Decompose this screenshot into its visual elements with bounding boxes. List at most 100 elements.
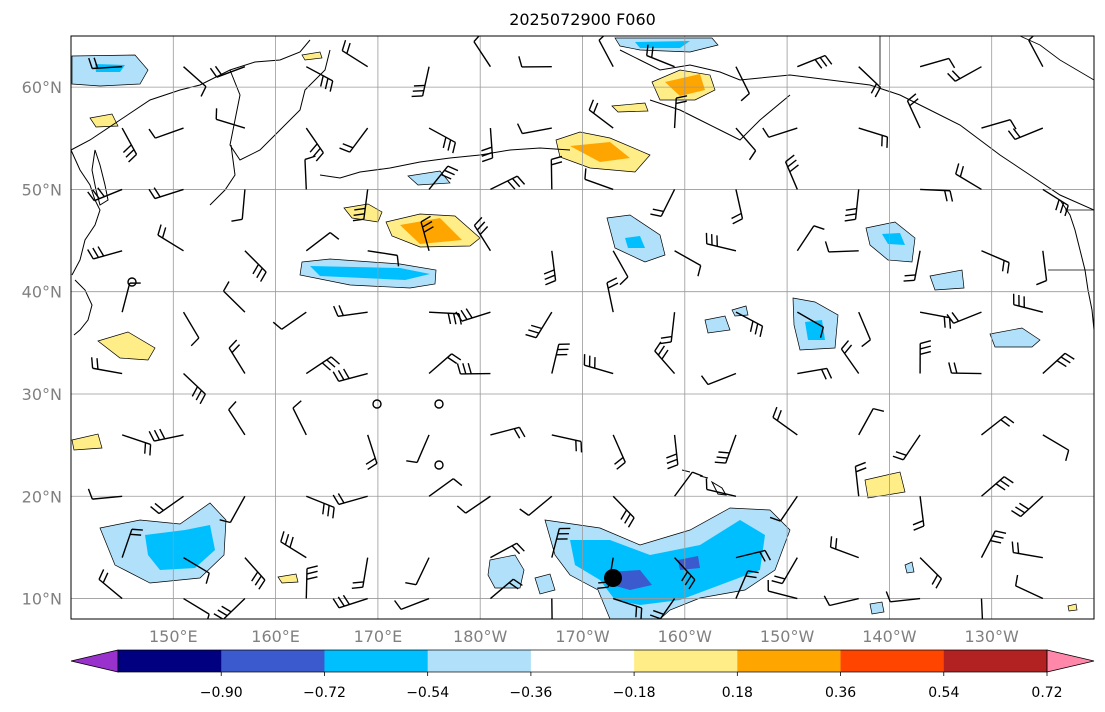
wind-barb (588, 99, 614, 129)
contour-positive-region (301, 51, 323, 61)
wind-barb (906, 93, 921, 129)
wind-barb (481, 128, 494, 163)
wind-barb (784, 154, 799, 190)
wind-barb (767, 580, 798, 600)
lon-tick-label: 150°W (760, 627, 815, 646)
wind-barb (1007, 127, 1044, 141)
wind-barb (714, 434, 737, 464)
wind-barb (551, 598, 553, 619)
wind-barb (341, 39, 369, 68)
lon-tick-label: 170°W (555, 627, 610, 646)
wind-barb (858, 127, 889, 148)
wind-barb (771, 557, 798, 585)
wind-barb (551, 434, 583, 453)
wind-barb (367, 250, 400, 267)
wind-barb (88, 57, 123, 70)
wind-barb (87, 246, 123, 260)
wind-barb (858, 66, 882, 98)
wind-barb (705, 478, 737, 497)
colorbar-segment (221, 650, 325, 672)
wind-barb (674, 471, 703, 497)
wind-barb (948, 362, 982, 375)
wind-barb (797, 54, 833, 69)
wind-barb (674, 250, 702, 277)
wind-barb (428, 127, 457, 154)
colorbar-tick-label: −0.72 (303, 685, 346, 701)
wind-barb (551, 527, 571, 558)
wind-barb (919, 57, 956, 69)
graticule-grid (71, 36, 1094, 619)
wind-barb (840, 340, 860, 374)
wind-barb (406, 434, 430, 464)
wind-barb (157, 224, 184, 252)
wind-barb (473, 36, 492, 68)
wind-barb (606, 277, 619, 313)
wind-barb (654, 341, 676, 374)
colorbar-segment (530, 650, 635, 672)
map-title: 2025072900 F060 (509, 10, 656, 29)
wind-barb (796, 225, 825, 252)
wind-barb (844, 189, 860, 222)
wind-barb (351, 557, 369, 589)
calm-wind-markers (127, 277, 444, 470)
colorbar-tick-label: −0.54 (406, 685, 449, 701)
wind-barb (1036, 250, 1048, 286)
wind-barb (674, 557, 696, 590)
wind-barb (365, 434, 378, 471)
wind-barb (646, 44, 675, 68)
wind-barb (150, 495, 184, 515)
wind-barb (420, 215, 434, 251)
wind-barb (981, 119, 1017, 130)
wind-barb (612, 597, 643, 619)
wind-barb (244, 250, 267, 282)
wind-barb (735, 570, 759, 599)
wind-barb (98, 569, 123, 600)
wind-barb (489, 578, 523, 600)
colorbar-segment (324, 650, 429, 672)
wind-barb (919, 311, 952, 329)
wind-barb (584, 168, 614, 191)
wind-barb (332, 493, 368, 506)
wind-barb (148, 127, 184, 139)
wind-barb (456, 363, 491, 375)
wind-barb (858, 407, 885, 436)
wind-barb (612, 250, 629, 286)
wind-barb (121, 434, 152, 456)
wind-barb (735, 549, 771, 562)
wind-barb (903, 250, 921, 282)
wind-barb (551, 343, 570, 374)
wind-barb (1011, 495, 1044, 518)
colorbar: −0.90 −0.72 −0.54 −0.36 −0.18 0.18 0.36 0.54 0.7… (70, 649, 1095, 701)
colorbar-segment (634, 650, 738, 672)
lon-tick-label: 150°E (149, 627, 198, 646)
wind-barb (920, 188, 954, 202)
wind-barb (947, 66, 982, 82)
wind-barb (332, 368, 368, 382)
wind-barb (121, 127, 138, 163)
latitude-labels: 10°N 20°N 30°N 40°N 50°N 60°N (22, 78, 62, 608)
plot-frame (70, 35, 1095, 620)
coastline-layer (71, 39, 1094, 496)
wind-barb (705, 232, 737, 252)
wind-barb (660, 312, 676, 345)
wind-barb (352, 189, 369, 222)
wind-barb (394, 597, 430, 611)
longitude-labels: 150°E 160°E 170°E 180°W 170°W 160°W 150°W 140°W… (149, 627, 1019, 646)
wind-barb (824, 241, 859, 253)
wind-barb (981, 415, 1015, 436)
wind-barb (305, 356, 340, 375)
wind-barb (673, 95, 688, 129)
wind-barb (946, 311, 982, 324)
colorbar-tick-label: 0.54 (928, 685, 959, 701)
wind-barb (455, 308, 491, 322)
wind-barb (332, 594, 368, 609)
wind-barb (339, 127, 369, 153)
wind-barb (796, 311, 825, 338)
wind-barb (762, 127, 798, 138)
wind-barb (666, 434, 679, 470)
colorbar-segment (840, 650, 945, 672)
wind-barb (583, 354, 614, 375)
colorbar-segment (118, 650, 222, 672)
wind-barb (306, 495, 335, 519)
wind-barb (148, 187, 184, 200)
